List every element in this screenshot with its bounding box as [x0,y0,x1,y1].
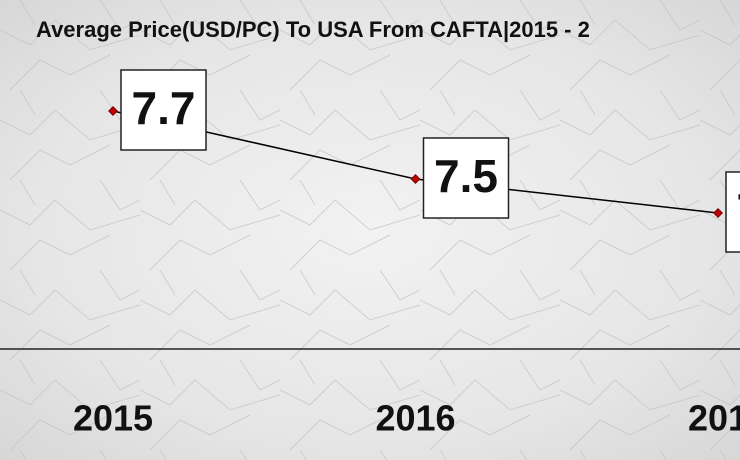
x-tick-label: 2015 [73,398,153,439]
data-point [108,106,118,116]
data-label-box [422,137,510,219]
data-label-box [725,171,740,253]
data-label: 7.5 [434,150,498,202]
data-label: 7.7 [132,82,196,134]
x-tick-label: 2016 [375,398,455,439]
data-point [410,174,421,184]
data-point [713,208,723,218]
x-tick-label: 201 [688,398,740,439]
data-label: 7.4 [737,184,740,236]
chart-title: Average Price(USD/PC) To USA From CAFTA|… [36,17,590,42]
data-label-box [120,69,207,151]
